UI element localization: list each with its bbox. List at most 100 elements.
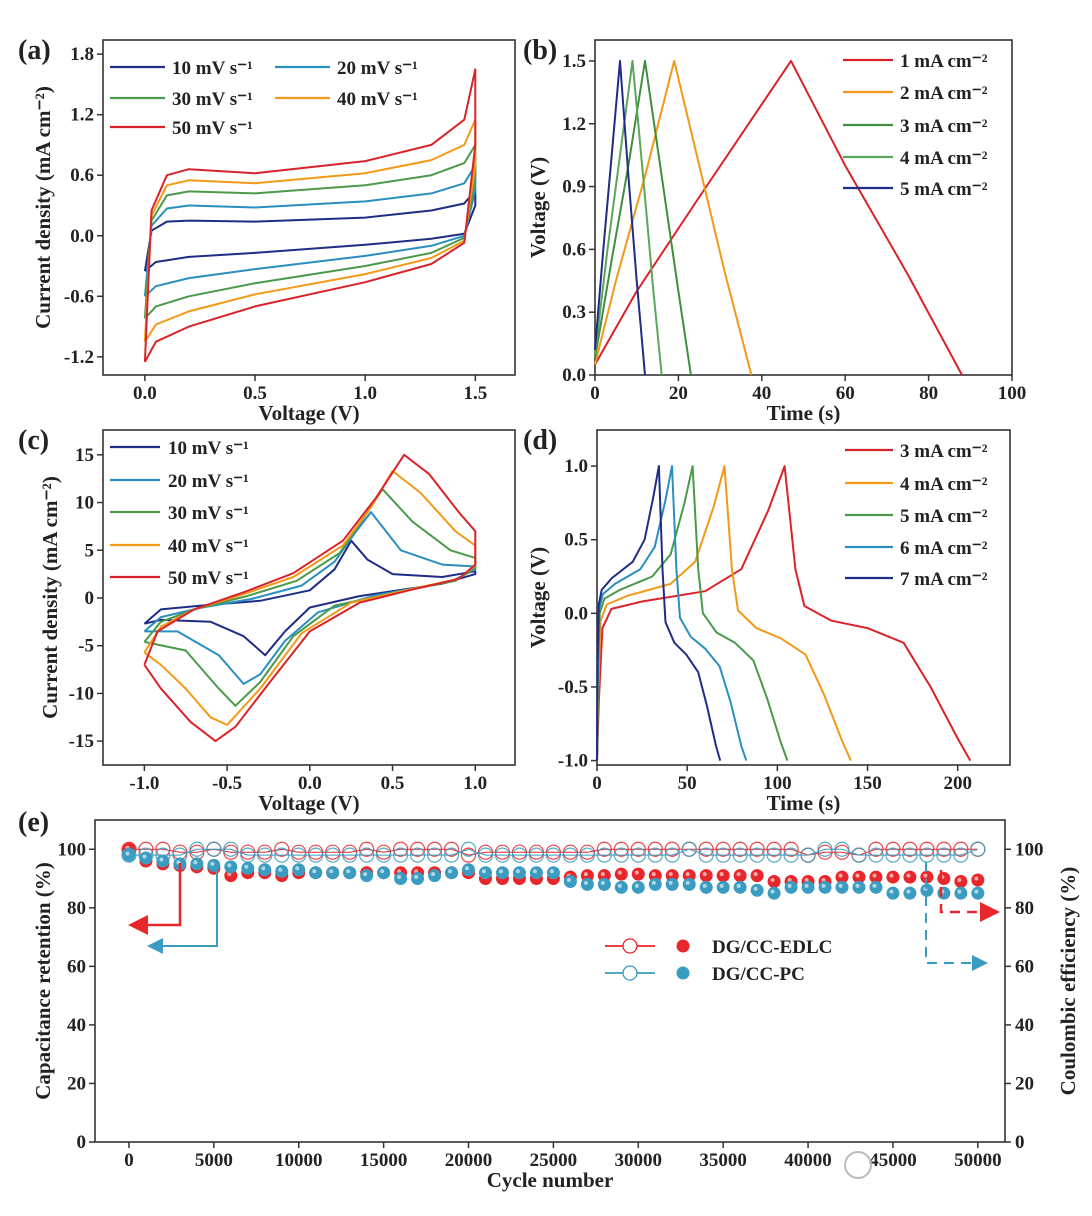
data-point-highlight — [923, 873, 928, 878]
data-point-open — [189, 841, 205, 857]
data-point-filled — [869, 880, 883, 894]
x-tick-label: 0 — [590, 383, 600, 404]
data-point-filled — [360, 869, 374, 883]
panel-d: (d) 0 50 100 150 200 -1.0 -0.5 0.0 0.5 1.0 Time (s)… — [523, 425, 1011, 815]
data-point-open — [664, 841, 680, 857]
data-point-filled — [716, 869, 730, 883]
panel-b: (b) 0 20 40 60 80 100 0.0 0.3 0.6 0.9 1.2 1.5 Time (s… — [523, 35, 1026, 425]
series-line — [596, 465, 972, 762]
data-point-filled — [309, 866, 323, 880]
x-tick-label: 1.0 — [463, 773, 487, 794]
data-point-highlight — [719, 883, 724, 888]
data-point-filled — [937, 886, 951, 900]
x-axis-label: Voltage (V) — [258, 791, 359, 815]
x-tick-label: 100 — [998, 383, 1027, 404]
data-point-open — [274, 847, 290, 863]
data-point-filled — [903, 870, 917, 884]
data-point-open — [460, 841, 477, 857]
data-point-open — [647, 847, 663, 863]
data-point-open — [579, 847, 595, 863]
data-point-filled — [767, 886, 781, 900]
data-point-highlight — [448, 869, 453, 874]
data-point-open — [443, 847, 460, 863]
plot-frame — [594, 39, 1013, 376]
x-tick-label: 45000 — [869, 1150, 917, 1171]
data-point-filled — [937, 872, 951, 886]
series-line — [596, 465, 789, 761]
legend-label: 50 mV s⁻¹ — [168, 568, 249, 589]
data-point-highlight — [838, 883, 843, 888]
y-right-axis-label: Coulombic efficiency (%) — [1056, 867, 1080, 1096]
data-point-open — [936, 847, 952, 863]
data-point-highlight — [380, 869, 385, 874]
y-tick-label: 10 — [75, 493, 94, 514]
series-line — [143, 118, 477, 343]
data-point-filled — [275, 864, 289, 878]
plot-frame — [596, 429, 1011, 766]
data-point-open — [800, 847, 816, 863]
data-point-open — [698, 841, 714, 857]
legend-open-marker — [622, 938, 638, 954]
data-point-open — [596, 841, 612, 857]
series-line — [596, 465, 748, 761]
right-axis-arrow-pc — [925, 862, 988, 971]
data-point-highlight — [685, 872, 690, 877]
legend-filled-marker — [676, 966, 690, 980]
x-tick-label: 150 — [853, 773, 882, 794]
data-point-highlight — [651, 872, 656, 877]
x-tick-label: 0.5 — [243, 383, 267, 404]
data-point-highlight — [159, 857, 164, 862]
data-point-filled — [767, 874, 781, 888]
data-point-filled — [971, 886, 985, 900]
data-point-highlight — [346, 869, 351, 874]
data-point-filled — [614, 867, 628, 881]
data-point-open — [715, 847, 731, 863]
data-point-open — [376, 847, 392, 863]
series-line — [594, 59, 963, 376]
y-tick-label: 1.0 — [564, 456, 588, 477]
data-point-open — [647, 841, 663, 857]
y-tick-label: -1.2 — [64, 347, 94, 368]
data-point-highlight — [583, 872, 588, 877]
data-point-open — [936, 841, 952, 857]
legend-filled-marker — [676, 939, 690, 953]
x-tick-label: 0.0 — [133, 383, 157, 404]
data-point-highlight — [515, 869, 520, 874]
data-point-open — [443, 841, 460, 857]
legend-label: 20 mV s⁻¹ — [337, 58, 418, 79]
x-tick-label: 10000 — [275, 1150, 323, 1171]
data-point-filled — [241, 861, 255, 875]
series-line — [594, 59, 692, 376]
data-point-filled — [852, 880, 866, 894]
data-point-highlight — [770, 877, 775, 882]
y-axis-label: Voltage (V) — [526, 157, 550, 258]
series-line — [594, 59, 663, 376]
data-point-filled — [207, 858, 221, 872]
legend-label: 5 mA cm⁻² — [900, 506, 988, 527]
y-axis-label: Voltage (V) — [526, 547, 550, 648]
legend-label: 30 mV s⁻¹ — [168, 503, 249, 524]
data-point-open — [392, 841, 409, 857]
panel-label: (a) — [18, 35, 51, 66]
data-point-highlight — [193, 860, 198, 865]
data-point-highlight — [617, 870, 622, 875]
data-point-open — [953, 847, 969, 863]
data-point-highlight — [651, 880, 656, 885]
y-tick-label: 0 — [85, 588, 95, 609]
data-point-filled — [292, 863, 306, 877]
data-point-filled — [750, 869, 764, 883]
x-tick-label: 30000 — [615, 1150, 663, 1171]
data-point-highlight — [634, 883, 639, 888]
x-tick-label: 0.5 — [381, 773, 405, 794]
data-point-filled — [156, 854, 170, 868]
data-point-open — [902, 841, 918, 857]
data-point-filled — [835, 880, 849, 894]
series-line — [143, 453, 477, 743]
data-point-highlight — [736, 872, 741, 877]
data-point-filled — [920, 883, 934, 897]
data-point-open — [359, 847, 375, 863]
data-point-open — [919, 841, 935, 857]
y-tick-label: 5 — [85, 540, 95, 561]
legend-label: DG/CC-EDLC — [712, 937, 832, 958]
right-axis-arrow-edlc — [939, 870, 1000, 922]
